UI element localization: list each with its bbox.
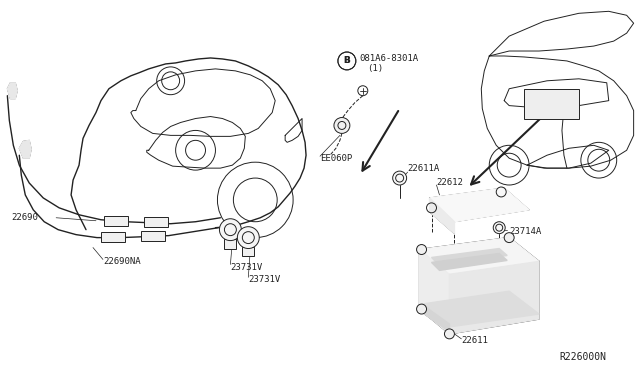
Polygon shape [422,304,449,332]
Polygon shape [420,238,539,274]
Polygon shape [19,140,31,158]
Text: B: B [344,57,350,65]
Polygon shape [429,198,454,234]
Text: 22690: 22690 [12,213,38,222]
Circle shape [444,329,454,339]
Bar [243,247,254,256]
Bar [104,216,128,226]
Text: 23714A: 23714A [509,227,541,236]
Polygon shape [429,188,529,222]
Text: B: B [344,57,350,65]
Circle shape [393,171,406,185]
Polygon shape [422,291,539,327]
Bar [101,232,125,241]
Circle shape [504,232,514,243]
Text: 22611: 22611 [461,336,488,345]
Circle shape [237,227,259,248]
Text: (1): (1) [367,64,383,73]
Polygon shape [431,253,507,270]
Polygon shape [420,250,449,334]
Bar [225,238,236,248]
Text: 081A6-8301A: 081A6-8301A [360,54,419,64]
Circle shape [417,244,426,254]
Circle shape [334,118,350,134]
Polygon shape [449,262,539,334]
Polygon shape [8,83,17,99]
Text: 22690NA: 22690NA [103,257,141,266]
Text: 23731V: 23731V [248,275,280,284]
Bar [141,231,164,241]
Circle shape [417,304,426,314]
Bar [524,89,579,119]
Bar [144,217,168,227]
Circle shape [220,219,241,241]
Circle shape [493,222,505,234]
Text: 23731V: 23731V [230,263,262,272]
Text: EE060P: EE060P [320,154,352,163]
Polygon shape [431,248,507,265]
Text: R226000N: R226000N [559,352,606,362]
Text: 22612: 22612 [436,177,463,186]
Text: 22611A: 22611A [408,164,440,173]
